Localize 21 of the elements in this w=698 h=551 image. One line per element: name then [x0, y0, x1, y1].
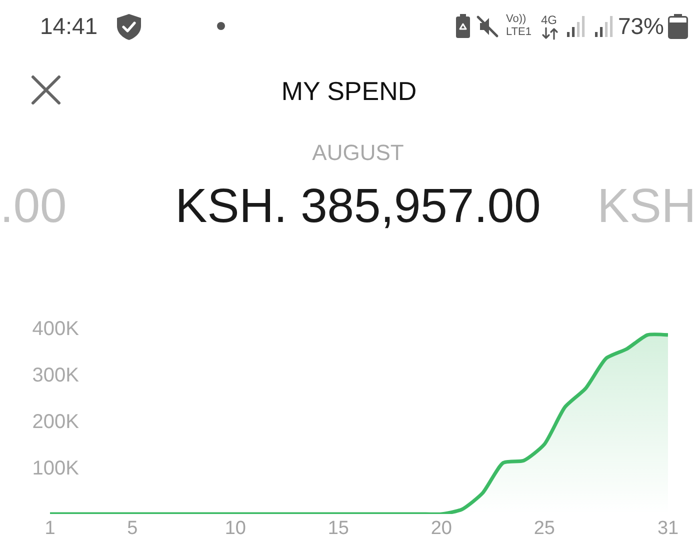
y-tick-label: 300K: [32, 364, 80, 386]
text: .00: [0, 180, 67, 233]
text: 73%: [618, 13, 664, 39]
text: KSH. 385,957.00: [175, 180, 541, 233]
y-tick-label: 400K: [32, 318, 80, 340]
text: 4G: [541, 13, 558, 27]
text: LTE1: [506, 26, 532, 38]
text: KSH: [597, 180, 696, 233]
y-tick-label: 200K: [32, 411, 80, 433]
x-tick-label: 25: [534, 518, 555, 539]
x-tick-label: 20: [430, 518, 452, 539]
text: Vo)): [506, 13, 526, 25]
x-tick-label: 5: [127, 518, 138, 539]
x-tick-label: 15: [328, 518, 349, 539]
y-tick-label: 100K: [32, 458, 80, 480]
x-tick-label: 10: [224, 518, 246, 539]
x-tick-label: 1: [44, 518, 56, 539]
chart-subtitle: AUGUST: [312, 140, 404, 165]
chart-title: MY SPEND: [281, 76, 417, 106]
x-tick-label: 31: [657, 518, 679, 539]
text: 14:41: [40, 13, 98, 39]
